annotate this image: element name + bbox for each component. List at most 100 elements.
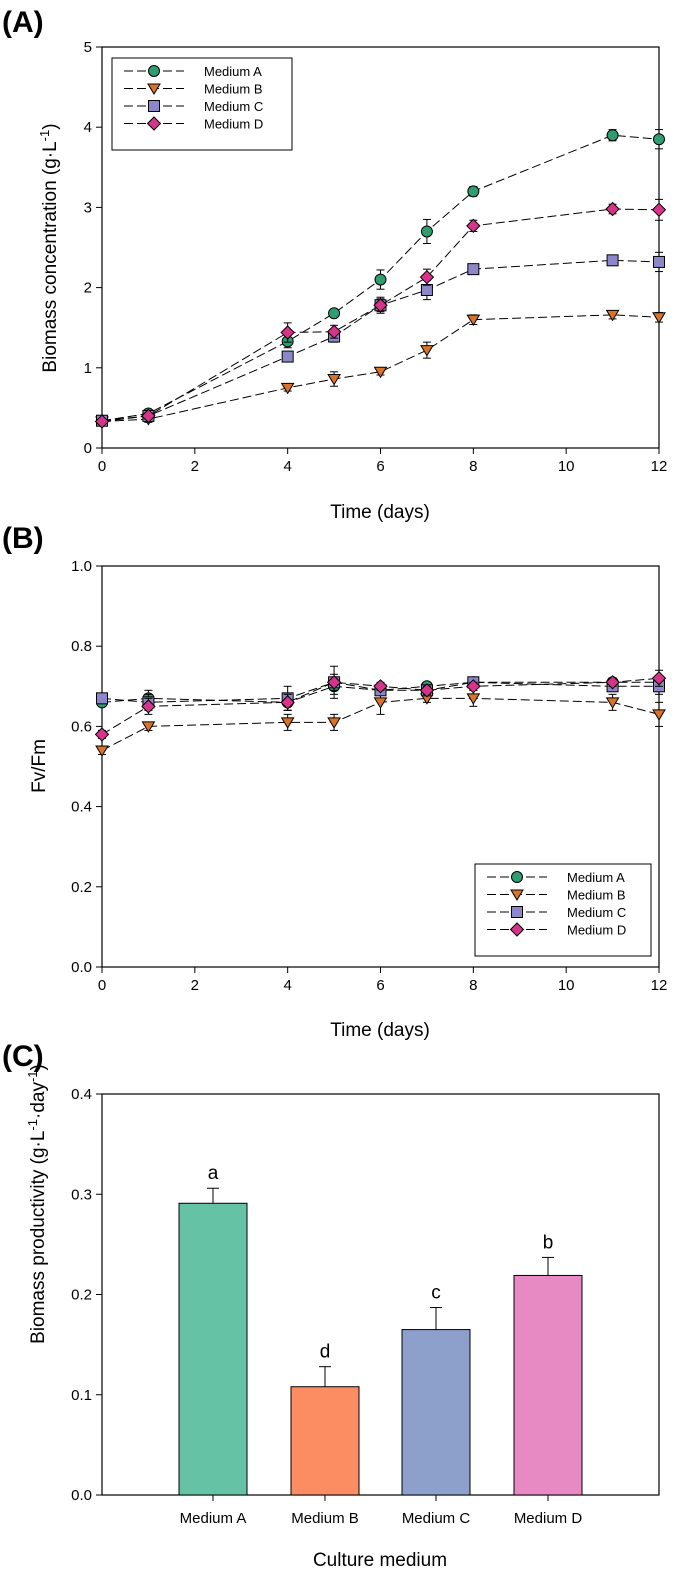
panel-b-series-medium-d-point xyxy=(280,695,295,710)
panel-a-ytick-label: 0 xyxy=(84,440,92,457)
panel-a-series-medium-b-point xyxy=(373,366,388,379)
panel-b-legend: Medium A Medium B Medium C Medium D xyxy=(474,863,652,957)
panel-a-legend-marker xyxy=(146,116,162,131)
panel-b-xtick-label: 12 xyxy=(651,977,668,994)
panel-a-ytick-label: 1 xyxy=(84,360,92,377)
panel-b-series-medium-c-line xyxy=(101,681,659,703)
panel-a-series-medium-a-point xyxy=(328,307,341,320)
panel-a-series-medium-c-point xyxy=(467,263,480,276)
panel-a-legend-marker xyxy=(148,65,160,77)
panel-a-series-medium-d-line xyxy=(101,208,660,423)
category-label-medium-c: Medium C xyxy=(402,1510,471,1527)
panel-b-legend-marker xyxy=(511,871,523,883)
panel-a-legend-box xyxy=(111,57,293,151)
bar-medium-c xyxy=(401,1329,471,1496)
panel-a-series-medium-b-point xyxy=(327,374,341,386)
panel-a-xtick-label: 10 xyxy=(558,458,575,475)
panel-a-series-medium-d-point xyxy=(94,414,110,429)
panel-b-series-medium-b-point xyxy=(652,709,666,721)
panel-b-series-medium-b-point xyxy=(373,697,388,709)
panel-b-ytick-label: 0.0 xyxy=(71,959,92,976)
panel-a-series-medium-c-point xyxy=(653,255,665,268)
panel-b-series-medium-b-point xyxy=(141,721,156,733)
category-label-medium-a: Medium A xyxy=(180,1510,247,1527)
panel-b-series-medium-d-point xyxy=(326,675,342,690)
bar-medium-b xyxy=(290,1386,360,1496)
panel-b-series-medium-c-point xyxy=(96,692,108,705)
panel-c-ytick-label: 0.3 xyxy=(71,1186,92,1203)
panel-b-series-medium-d-point xyxy=(466,679,481,694)
panel-a-series-medium-a-point xyxy=(467,185,480,198)
panel-b-ytick-label: 0.8 xyxy=(71,638,92,655)
panel-a-series-medium-b-point xyxy=(652,312,666,324)
panel-b-legend-marker xyxy=(511,906,523,918)
panel-a-series-medium-d-point xyxy=(373,298,388,313)
panel-c-xlabel: Culture medium xyxy=(313,1550,447,1571)
panel-b-xtick-label: 8 xyxy=(469,977,477,994)
panel-a-ytick-label: 3 xyxy=(84,199,92,216)
panel-a-xtick-label: 6 xyxy=(376,458,384,475)
significance-label-medium-b: d xyxy=(320,1342,331,1363)
panel-c-plot: 0.0 0.1 0.2 0.3 0.4 a Medium A d Medium B c Medium… xyxy=(71,1086,660,1527)
panel-a-ytick-label: 4 xyxy=(84,119,92,136)
panel-a-legend-label: Medium A xyxy=(204,64,262,79)
panel-a-series-medium-b-point xyxy=(466,314,481,327)
panel-b-series-medium-b-point xyxy=(280,717,295,729)
panel-c-ytick-label: 0.2 xyxy=(71,1287,92,1304)
panel-a-series-medium-d-point xyxy=(141,408,156,424)
panel-b-series-medium-b-point xyxy=(605,697,620,709)
panel-b-legend-label: Medium B xyxy=(567,888,626,903)
panel-b-ylabel: Fv/Fm xyxy=(29,739,50,793)
panel-a-series-medium-b-line xyxy=(101,314,660,423)
panel-a-legend-label: Medium C xyxy=(204,99,263,114)
panel-c-ytick-label: 0.4 xyxy=(71,1086,92,1103)
panel-a-series-medium-c-point xyxy=(281,350,294,363)
significance-label-medium-a: a xyxy=(208,1163,219,1184)
panel-b-legend-marker xyxy=(509,922,525,937)
panel-a-legend-marker xyxy=(147,83,161,95)
panel-a-series-medium-c-point xyxy=(606,254,619,267)
panel-b-legend-box xyxy=(474,863,652,957)
panel-a-xtick-label: 2 xyxy=(191,458,199,475)
panel-b-legend-label: Medium C xyxy=(567,905,626,920)
panel-a-ylabel: Biomass concentration (g·L-1) xyxy=(37,123,61,372)
panel-b-xtick-label: 4 xyxy=(283,977,291,994)
panel-label-a: (A) xyxy=(2,6,44,39)
panel-a-series-medium-c-point xyxy=(420,284,433,297)
panel-label-c: (C) xyxy=(2,1040,44,1073)
category-label-medium-d: Medium D xyxy=(514,1510,583,1527)
panel-a-series-medium-b-point xyxy=(280,382,295,395)
panel-a-series-medium-d-point xyxy=(605,201,620,217)
bar-medium-a xyxy=(178,1202,248,1496)
panel-a-xtick-label: 8 xyxy=(469,458,477,475)
panel-b-series-medium-b-point xyxy=(95,745,109,757)
panel-a-xtick-label: 12 xyxy=(651,458,668,475)
panel-a-xlabel: Time (days) xyxy=(330,502,430,523)
category-label-medium-b: Medium B xyxy=(291,1510,359,1527)
significance-label-medium-c: c xyxy=(431,1283,441,1304)
panel-a-ytick-label: 5 xyxy=(84,39,92,56)
panel-b-legend-label: Medium A xyxy=(567,870,625,885)
panel-a-xtick-label: 4 xyxy=(283,458,291,475)
panel-a-series-medium-d-point xyxy=(280,325,295,340)
panel-b-legend-marker xyxy=(510,889,524,901)
panel-b-ytick-label: 0.6 xyxy=(71,718,92,735)
panel-c-ytick-label: 0.1 xyxy=(71,1387,92,1404)
panel-a-series-medium-b-point xyxy=(605,309,620,322)
panel-a-series-medium-a-point xyxy=(374,273,387,286)
panel-b-xtick-label: 2 xyxy=(191,977,199,994)
panel-a-legend-marker xyxy=(148,100,160,112)
significance-label-medium-d: b xyxy=(543,1232,554,1253)
panel-a-series-medium-d-point xyxy=(326,324,342,339)
panel-b-series-medium-d-point xyxy=(605,675,620,690)
panel-a-series-medium-b-point xyxy=(420,345,434,357)
panel-b-xlabel: Time (days) xyxy=(330,1020,430,1041)
panel-b-ytick-label: 1.0 xyxy=(71,558,92,575)
panel-c-ytick-label: 0.0 xyxy=(71,1487,92,1504)
panel-b-series-medium-d-point xyxy=(419,683,435,698)
panel-b-xtick-label: 0 xyxy=(98,977,106,994)
panel-b-legend-label: Medium D xyxy=(567,923,626,938)
panel-b-ytick-label: 0.2 xyxy=(71,879,92,896)
